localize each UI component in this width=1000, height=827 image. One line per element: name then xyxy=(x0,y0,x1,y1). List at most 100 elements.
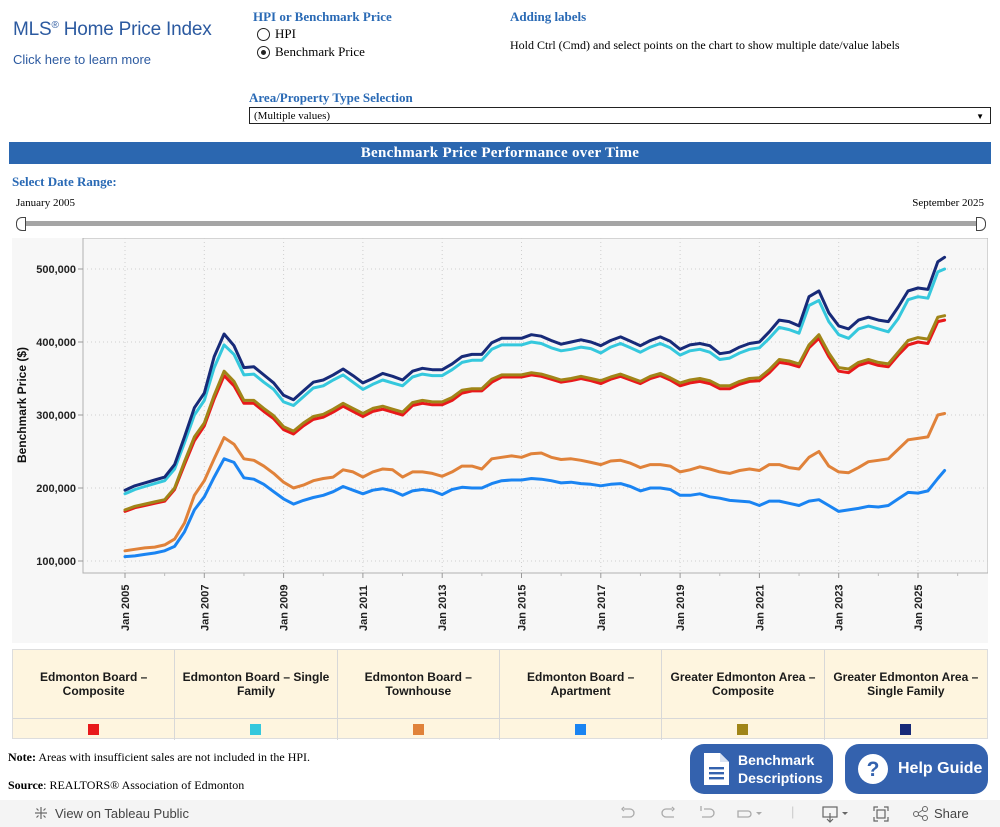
x-tick-label: Jan 2013 xyxy=(437,585,449,631)
x-tick-label: Jan 2023 xyxy=(834,585,846,631)
radio-option-benchmark-price[interactable]: Benchmark Price xyxy=(257,43,365,61)
benchmark-descriptions-button[interactable]: Benchmark Descriptions xyxy=(690,744,833,794)
brand-title-text: MLS xyxy=(13,19,52,40)
legend-label-greater-edmonton-composite[interactable]: Greater Edmonton Area – Composite xyxy=(662,650,825,718)
radio-option-hpi[interactable]: HPI xyxy=(257,25,365,43)
legend-label-edmonton-composite[interactable]: Edmonton Board – Composite xyxy=(13,650,176,718)
y-tick-label: 500,000 xyxy=(36,264,76,276)
download-icon[interactable] xyxy=(821,805,853,826)
benchmark-descriptions-line2: Descriptions xyxy=(738,770,823,786)
source: Source: REALTORS® Association of Edmonto… xyxy=(8,778,244,793)
dropdown-value: (Multiple values) xyxy=(254,110,331,122)
x-tick-label: Jan 2021 xyxy=(754,585,766,631)
legend-swatch-cell[interactable] xyxy=(337,718,500,740)
view-on-tableau-public-link[interactable]: View on Tableau Public xyxy=(33,805,189,821)
y-tick-label: 400,000 xyxy=(36,337,76,349)
chevron-down-icon[interactable]: ▼ xyxy=(976,112,984,121)
legend-swatch xyxy=(900,724,912,735)
tableau-toolbar: View on Tableau Public | Share xyxy=(0,800,1000,827)
legend-swatch-cell[interactable] xyxy=(824,718,987,740)
registered-mark: ® xyxy=(51,20,59,31)
x-axis: Jan 2005 Jan 2007 Jan 2009 Jan 2011 Jan 2013… xyxy=(120,573,959,631)
redo-icon[interactable] xyxy=(659,805,677,824)
legend-swatch-cell[interactable] xyxy=(499,718,663,740)
legend-label-edmonton-single-family[interactable]: Edmonton Board – Single Family xyxy=(175,650,338,718)
source-text: : REALTORS® Association of Edmonton xyxy=(43,778,245,792)
date-range-heading: Select Date Range: xyxy=(12,174,117,189)
fullscreen-icon[interactable] xyxy=(872,805,890,826)
series-line-edmonton-board-composite[interactable] xyxy=(123,318,947,513)
benchmark-descriptions-line1: Benchmark xyxy=(738,752,815,768)
toolbar-divider: | xyxy=(791,804,795,819)
radio-benchmark-price[interactable] xyxy=(257,45,270,59)
help-guide-button[interactable]: ? Help Guide xyxy=(845,744,988,794)
date-range-end: September 2025 xyxy=(912,197,984,209)
area-property-type-dropdown[interactable]: (Multiple values) ▼ xyxy=(249,107,991,124)
share-label: Share xyxy=(934,805,969,821)
measure-selector-heading: HPI or Benchmark Price xyxy=(253,9,392,24)
help-guide-label: Help Guide xyxy=(898,760,983,777)
color-legend: Edmonton Board – Composite Edmonton Boar… xyxy=(12,649,988,740)
source-label: Source xyxy=(8,778,44,792)
revert-icon[interactable] xyxy=(699,805,717,824)
plot-area xyxy=(82,237,989,574)
share-button[interactable]: Share xyxy=(912,805,969,821)
y-axis: 100,000 200,000 300,000 400,000 500,000 xyxy=(36,264,83,568)
legend-swatch xyxy=(250,724,262,735)
legend-label-edmonton-apartment[interactable]: Edmonton Board – Apartment xyxy=(500,650,663,718)
y-tick-label: 200,000 xyxy=(36,483,76,495)
legend-swatch-cell[interactable] xyxy=(662,718,825,740)
legend-label-edmonton-townhouse[interactable]: Edmonton Board – Townhouse xyxy=(338,650,500,718)
adding-labels-text: Hold Ctrl (Cmd) and select points on the… xyxy=(510,38,900,52)
radio-benchmark-price-label: Benchmark Price xyxy=(275,44,365,59)
note: Note: Areas with insufficient sales are … xyxy=(8,750,310,765)
note-label: Note: xyxy=(8,750,36,764)
y-tick-label: 300,000 xyxy=(36,410,76,422)
line-chart-svg[interactable]: 100,000 200,000 300,000 400,000 500,000 Jan … xyxy=(12,237,989,643)
measure-selector: HPI Benchmark Price xyxy=(257,25,365,61)
radio-hpi-label: HPI xyxy=(275,26,296,41)
legend-swatch xyxy=(412,724,424,735)
share-icon xyxy=(913,806,928,821)
x-tick-label: Jan 2005 xyxy=(120,585,132,631)
legend-label-greater-edmonton-single-family[interactable]: Greater Edmonton Area – Single Family xyxy=(833,670,979,698)
date-range-slider-track[interactable] xyxy=(22,221,980,226)
refresh-icon[interactable] xyxy=(735,805,765,824)
help-question-icon: ? xyxy=(858,754,888,784)
series-line-edmonton-board-apartment[interactable] xyxy=(123,457,947,559)
series-line-edmonton-board-townhouse[interactable] xyxy=(123,412,947,553)
date-range-start: January 2005 xyxy=(16,197,75,209)
y-tick-label: 100,000 xyxy=(36,556,76,568)
x-tick-label: Jan 2009 xyxy=(279,585,291,631)
y-axis-label: Benchmark Price ($) xyxy=(15,347,29,463)
chart-banner-title: Benchmark Price Performance over Time xyxy=(9,142,991,164)
benchmark-price-chart[interactable]: 100,000 200,000 300,000 400,000 500,000 Jan … xyxy=(12,237,989,643)
series-line-greater-edmonton-area-single-family[interactable] xyxy=(123,255,947,492)
x-tick-label: Jan 2025 xyxy=(913,585,925,631)
series-lines xyxy=(123,255,947,559)
learn-more-link[interactable]: Click here to learn more xyxy=(13,52,151,67)
x-tick-label: Jan 2015 xyxy=(517,585,529,631)
legend-swatch xyxy=(88,724,100,735)
note-text: Areas with insufficient sales are not in… xyxy=(35,750,311,764)
date-range-start-handle[interactable] xyxy=(16,217,26,231)
series-line-greater-edmonton-area-composite[interactable] xyxy=(123,314,947,512)
legend-swatch-cell[interactable] xyxy=(175,718,338,740)
legend-swatch xyxy=(575,724,587,735)
x-tick-label: Jan 2017 xyxy=(596,585,608,631)
area-selector-heading: Area/Property Type Selection xyxy=(249,90,413,105)
x-tick-label: Jan 2011 xyxy=(358,585,370,631)
undo-icon[interactable] xyxy=(619,805,637,824)
series-line-edmonton-board-single-family[interactable] xyxy=(123,267,947,496)
brand-title-rest: Home Price Index xyxy=(58,19,212,40)
legend-swatch-cell[interactable] xyxy=(13,718,176,740)
document-icon xyxy=(704,753,729,785)
x-tick-label: Jan 2007 xyxy=(199,585,211,631)
brand-title: MLS® Home Price Index xyxy=(13,19,212,41)
x-tick-label: Jan 2019 xyxy=(675,585,687,631)
date-range-end-handle[interactable] xyxy=(976,217,986,231)
radio-hpi[interactable] xyxy=(257,27,270,41)
tableau-logo-icon xyxy=(35,807,47,819)
benchmark-descriptions-label: Benchmark Descriptions xyxy=(738,751,823,787)
legend-swatch xyxy=(737,724,749,735)
